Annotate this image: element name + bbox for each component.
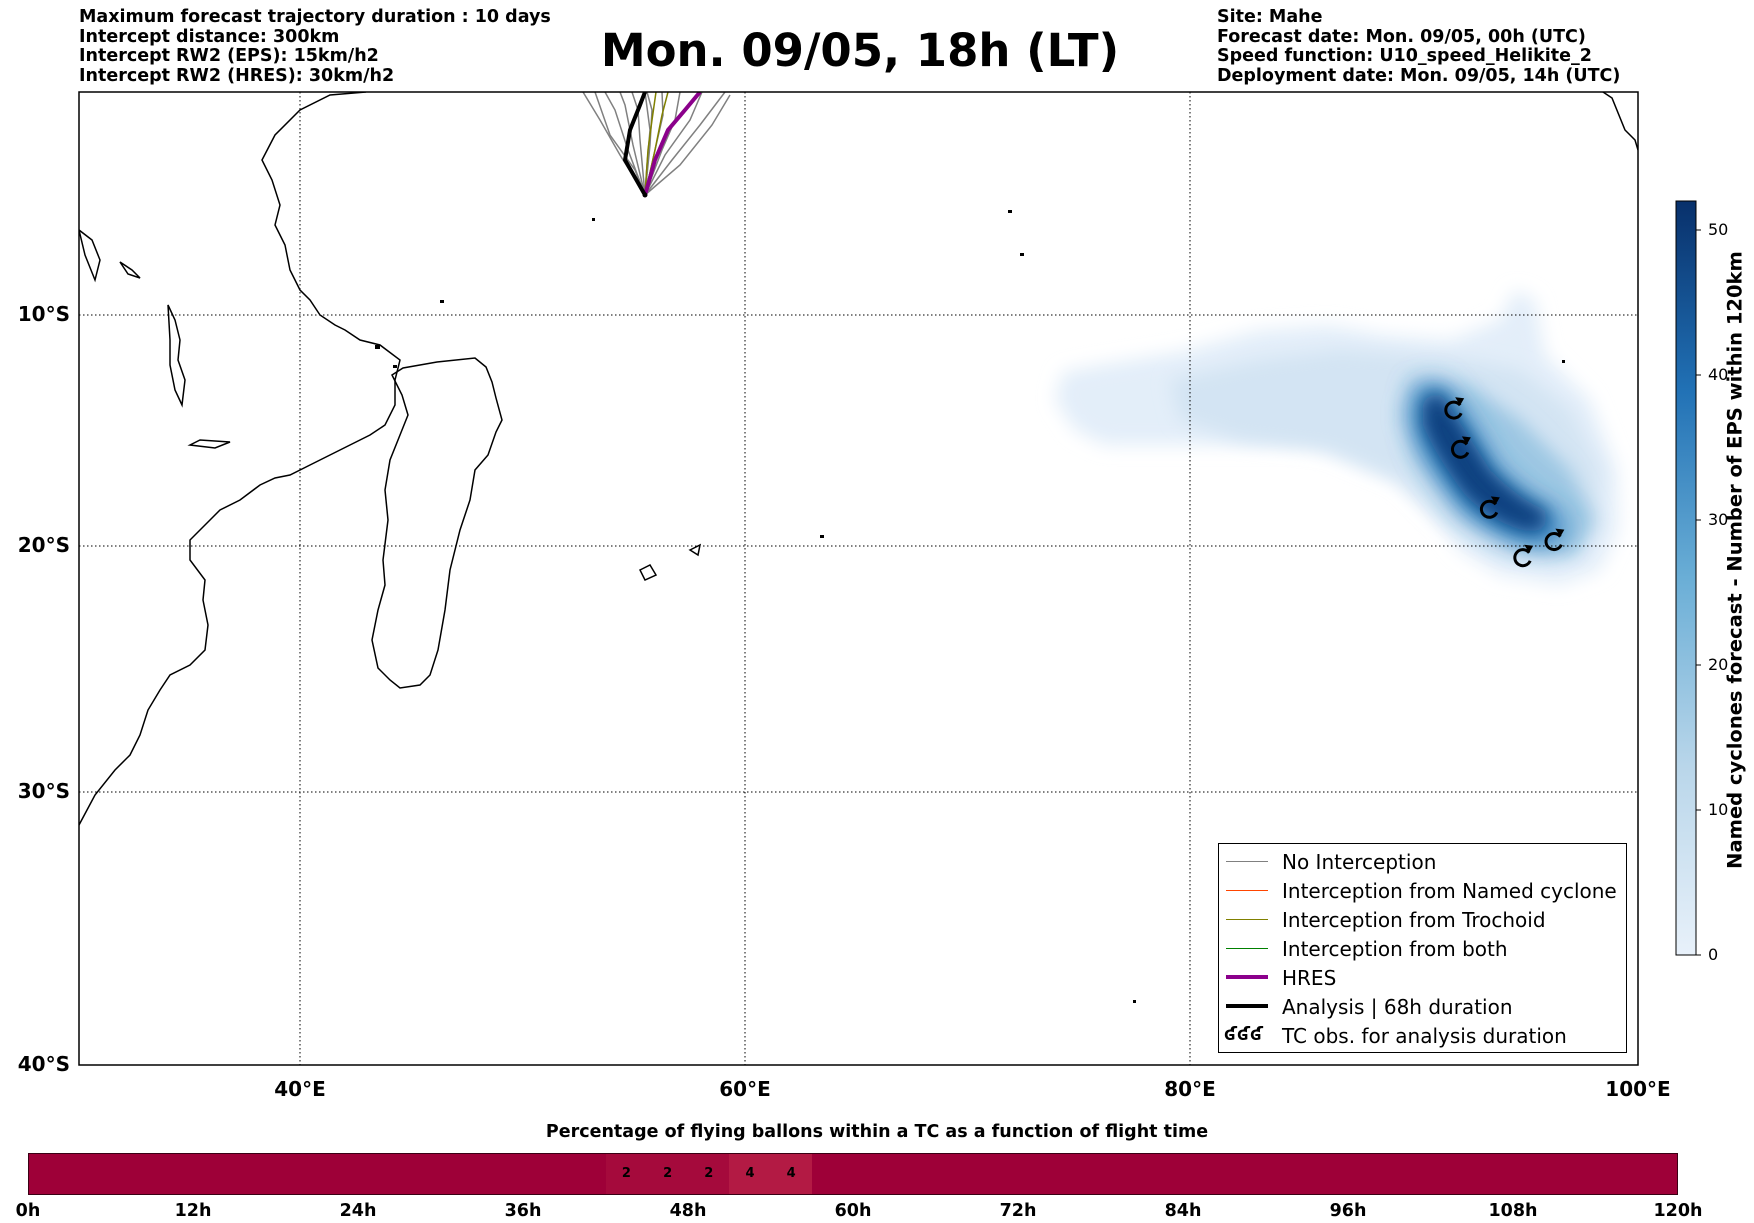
analysis-trajectory [622, 92, 647, 196]
timeline-tick-label: 0h [15, 1201, 41, 1221]
legend-swatch [1226, 948, 1268, 949]
colorbar-tick-label: 50 [1708, 220, 1729, 239]
legend-entry: Interception from Trochoid [1219, 905, 1626, 934]
legend-entry: No Interception [1219, 847, 1626, 876]
colorbar-tick-label: 20 [1708, 655, 1729, 674]
map-title: Mon. 09/05, 18h (LT) [600, 24, 1120, 77]
colorbar-tick-label: 0 [1708, 945, 1719, 964]
legend-entry: ʛʛʛ TC obs. for analysis duration [1219, 1021, 1626, 1050]
map-legend: No Interception Interception from Named … [1218, 843, 1627, 1053]
legend-swatch [1226, 919, 1268, 920]
legend-entry: HRES [1219, 963, 1626, 992]
colorbar-ticks [1696, 229, 1701, 956]
legend-label: HRES [1282, 966, 1337, 990]
timeline-tick-label: 24h [339, 1201, 377, 1221]
colorbar-tick-label: 40 [1708, 365, 1729, 384]
timeline-tick-label: 84h [1164, 1201, 1202, 1221]
cyclone-symbol-icon: ʛʛʛ [1224, 1023, 1264, 1045]
timeline-cell: 2 [688, 1154, 730, 1194]
timeline-tick-label: 108h [1488, 1201, 1538, 1221]
colorbar [1675, 200, 1697, 956]
site-marker [642, 192, 648, 198]
lon-label: 40°E [274, 1077, 326, 1101]
timeline-tick-label: 36h [504, 1201, 542, 1221]
cyclone-density-heatmap [1055, 290, 1618, 585]
legend-entry: Analysis | 68h duration [1219, 992, 1626, 1021]
lat-label: 40°S [17, 1052, 70, 1076]
legend-label: TC obs. for analysis duration [1282, 1024, 1567, 1048]
tc-observation-marker [1544, 528, 1565, 552]
lon-label: 80°E [1164, 1077, 1216, 1101]
header-line: Intercept distance: 300km [79, 26, 340, 47]
header-line: Intercept RW2 (HRES): 30km/h2 [79, 65, 395, 86]
colorbar-label: Named cyclones forecast - Number of EPS … [1723, 251, 1747, 869]
timeline-cell: 2 [605, 1154, 647, 1194]
header-line: Site: Mahe [1217, 7, 1323, 27]
hres-trajectory [643, 92, 702, 196]
lon-label: 100°E [1605, 1077, 1671, 1101]
tc-observation-marker [1513, 544, 1534, 568]
legend-swatch [1226, 1004, 1268, 1008]
timeline-cell: 2 [647, 1154, 689, 1194]
header-line: Deployment date: Mon. 09/05, 14h (UTC) [1217, 65, 1621, 86]
tc-observations [1444, 397, 1565, 568]
tc-observation-marker [1451, 436, 1471, 459]
lat-label: 10°S [17, 302, 70, 326]
legend-entry: Interception from Named cyclone [1219, 876, 1626, 905]
small-islands [375, 210, 1565, 1003]
legend-swatch [1226, 975, 1268, 979]
legend-label: No Interception [1282, 850, 1437, 874]
timeline-tick-label: 48h [669, 1201, 707, 1221]
timeline-tick-label: 96h [1329, 1201, 1367, 1221]
timeline-tick-label: 12h [174, 1201, 212, 1221]
timeline-title: Percentage of flying ballons within a TC… [545, 1122, 1209, 1142]
lat-label: 20°S [17, 533, 70, 557]
tc-observation-marker [1444, 397, 1465, 420]
timeline-cell: 4 [729, 1154, 771, 1194]
tc-observation-marker [1479, 496, 1500, 519]
timeline-tick-label: 72h [999, 1201, 1037, 1221]
header-left: Maximum forecast trajectory duration : 1… [79, 7, 551, 86]
timeline-tick-label: 60h [834, 1201, 872, 1221]
legend-label: Interception from Trochoid [1282, 908, 1546, 932]
header-line: Forecast date: Mon. 09/05, 00h (UTC) [1217, 26, 1586, 47]
legend-label: Interception from Named cyclone [1282, 879, 1617, 903]
header-line: Speed function: U10_speed_Helikite_2 [1217, 46, 1592, 66]
timeline-cell: 4 [770, 1154, 812, 1194]
timeline-tick-label: 120h [1653, 1201, 1703, 1221]
header-line: Maximum forecast trajectory duration : 1… [79, 7, 551, 27]
legend-swatch [1226, 861, 1268, 862]
header-right: Site: Mahe Forecast date: Mon. 09/05, 00… [1217, 7, 1621, 86]
coastlines [79, 92, 1638, 826]
map-frame [78, 91, 1639, 1066]
lon-label: 60°E [719, 1077, 771, 1101]
legend-swatch [1226, 890, 1268, 891]
header-line: Intercept RW2 (EPS): 15km/h2 [79, 46, 379, 66]
lat-label: 30°S [17, 779, 70, 803]
legend-entry: Interception from both [1219, 934, 1626, 963]
colorbar-tick-label: 10 [1708, 800, 1729, 819]
colorbar-tick-label: 30 [1708, 510, 1729, 529]
legend-label: Analysis | 68h duration [1282, 995, 1513, 1019]
legend-label: Interception from both [1282, 937, 1508, 961]
